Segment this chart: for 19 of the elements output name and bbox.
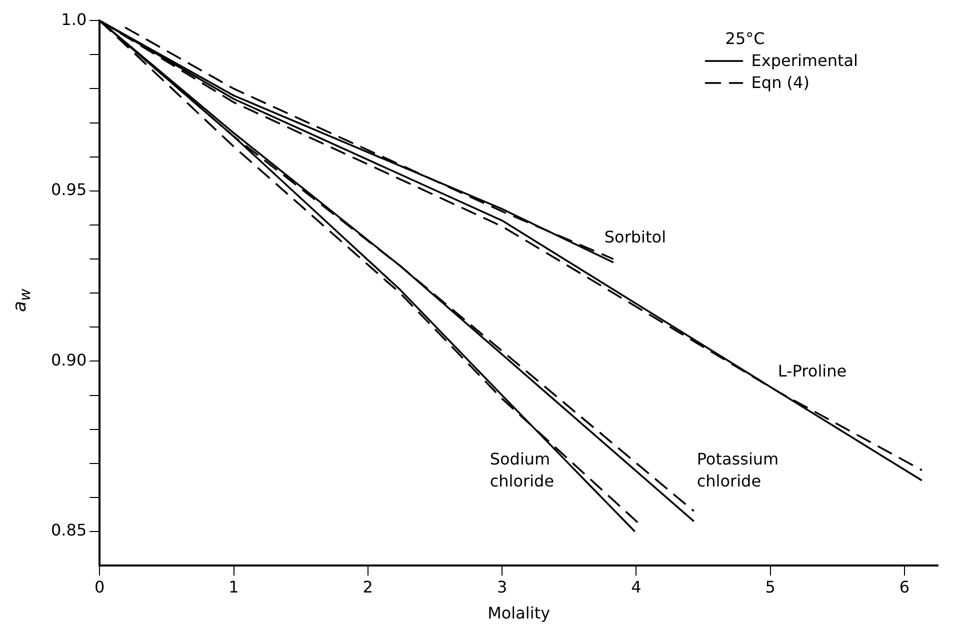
x-tick-label: 5 <box>765 577 776 596</box>
annotation: L-Proline <box>778 362 847 381</box>
x-tick-label: 6 <box>899 577 910 596</box>
legend-label: Eqn (4) <box>751 72 810 94</box>
annotation: Sorbitol <box>604 228 666 247</box>
x-axis-title: Molality <box>488 604 550 623</box>
x-tick-label: 4 <box>631 577 642 596</box>
y-tick-label: 0.85 <box>51 520 87 540</box>
y-tick-label: 0.90 <box>51 350 87 370</box>
x-tick-label: 1 <box>228 577 239 596</box>
y-tick-label: 1.0 <box>61 10 87 29</box>
x-tick-label: 3 <box>496 577 508 596</box>
legend-title: 25°C <box>724 28 766 50</box>
x-tick-label: 0 <box>94 577 105 596</box>
annotation: Potassium chloride <box>696 450 779 491</box>
y-tick-label: 0.95 <box>51 180 87 200</box>
annotation: Sodium chloride <box>490 449 554 490</box>
legend-label: Experimental <box>751 50 858 72</box>
x-tick-label: 2 <box>362 577 373 596</box>
